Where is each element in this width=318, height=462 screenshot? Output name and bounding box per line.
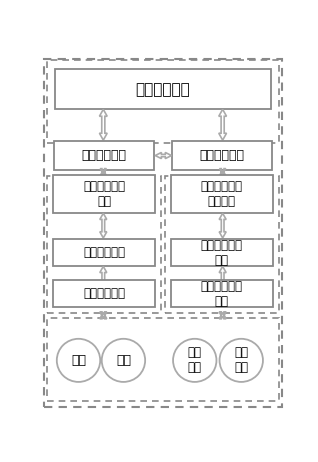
Text: 数据采集模块: 数据采集模块 xyxy=(83,287,125,300)
Bar xyxy=(171,175,273,213)
Text: 教学互动模块: 教学互动模块 xyxy=(199,149,244,162)
Circle shape xyxy=(57,339,100,382)
Text: 数据传输管理
模块: 数据传输管理 模块 xyxy=(83,180,125,208)
Bar xyxy=(47,60,279,143)
Polygon shape xyxy=(100,169,107,176)
Bar xyxy=(53,239,155,267)
Polygon shape xyxy=(100,267,107,292)
Bar xyxy=(47,318,279,401)
Polygon shape xyxy=(100,213,107,238)
Polygon shape xyxy=(155,152,171,158)
Polygon shape xyxy=(219,109,226,140)
Polygon shape xyxy=(219,312,226,319)
Bar xyxy=(53,280,155,307)
Text: 数据存储模块: 数据存储模块 xyxy=(83,246,125,260)
Bar xyxy=(164,176,279,313)
Bar xyxy=(53,175,155,213)
Text: 虚拟化身表示
模块: 虚拟化身表示 模块 xyxy=(201,239,243,267)
Bar xyxy=(171,280,273,307)
Text: 教学管理模块: 教学管理模块 xyxy=(82,149,127,162)
Text: 教学
空间: 教学 空间 xyxy=(234,346,248,374)
Polygon shape xyxy=(219,169,226,176)
Text: 学生: 学生 xyxy=(116,354,131,367)
Bar xyxy=(54,141,155,170)
Bar xyxy=(47,176,162,313)
Text: 教师: 教师 xyxy=(71,354,86,367)
Polygon shape xyxy=(100,109,107,140)
Text: 空间定位追踪
模块: 空间定位追踪 模块 xyxy=(201,280,243,308)
Bar xyxy=(171,141,272,170)
Polygon shape xyxy=(100,312,107,319)
Bar xyxy=(171,239,273,267)
Circle shape xyxy=(173,339,217,382)
Text: 虚拟教学活动
构建模块: 虚拟教学活动 构建模块 xyxy=(201,180,243,208)
Circle shape xyxy=(102,339,145,382)
Circle shape xyxy=(219,339,263,382)
Text: 教学
资源: 教学 资源 xyxy=(188,346,202,374)
Text: 终端显示模块: 终端显示模块 xyxy=(135,82,190,97)
Bar xyxy=(55,69,271,109)
Polygon shape xyxy=(219,213,226,238)
Polygon shape xyxy=(219,267,226,292)
